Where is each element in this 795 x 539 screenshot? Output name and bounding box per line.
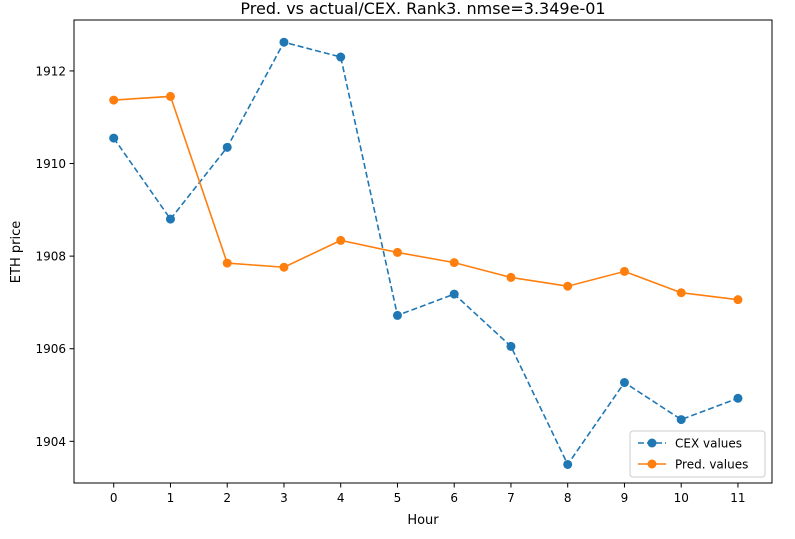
data-point-1-2 — [222, 258, 232, 268]
x-tick-label: 6 — [450, 491, 458, 505]
x-tick-label: 8 — [564, 491, 572, 505]
legend-label-0: CEX values — [675, 437, 742, 451]
x-tick-label: 10 — [674, 491, 689, 505]
x-tick-label: 9 — [621, 491, 629, 505]
data-point-0-1 — [165, 214, 175, 224]
plot-area-frame — [73, 19, 773, 484]
series-line-0 — [113, 41, 739, 467]
y-tick-label: 1908 — [35, 250, 66, 264]
y-axis-label: ETH price — [9, 221, 24, 283]
legend-marker-0 — [647, 438, 657, 448]
x-tick-label: 2 — [223, 491, 231, 505]
series-line-1 — [113, 95, 739, 301]
data-point-1-5 — [392, 247, 402, 257]
legend-label-1: Pred. values — [675, 458, 748, 472]
data-point-1-11 — [733, 295, 743, 305]
data-point-0-7 — [506, 341, 516, 351]
data-point-1-0 — [109, 95, 119, 105]
x-tick-label: 4 — [337, 491, 345, 505]
data-point-1-10 — [676, 288, 686, 298]
data-point-0-5 — [392, 310, 402, 320]
y-tick-label: 1906 — [35, 342, 66, 356]
data-point-1-8 — [563, 281, 573, 291]
x-tick-label: 3 — [280, 491, 288, 505]
data-point-0-3 — [279, 37, 289, 47]
data-point-0-6 — [449, 289, 459, 299]
x-tick-label: 5 — [394, 491, 402, 505]
x-tick-label: 0 — [110, 491, 118, 505]
legend-box — [629, 430, 766, 478]
data-point-1-4 — [336, 235, 346, 245]
x-tick-label: 11 — [730, 491, 745, 505]
data-point-0-11 — [733, 393, 743, 403]
data-point-0-4 — [336, 52, 346, 62]
data-point-1-7 — [506, 272, 516, 282]
data-point-0-9 — [619, 378, 629, 388]
y-tick-label: 1904 — [35, 435, 66, 449]
x-tick-label: 7 — [507, 491, 515, 505]
legend: CEX values Pred. values — [629, 430, 766, 478]
chart-title: Pred. vs actual/CEX. Rank3. nmse=3.349e-… — [240, 0, 605, 18]
data-point-0-0 — [109, 133, 119, 143]
x-axis: 0 1 2 3 4 5 6 7 8 9 10 11 — [110, 483, 746, 505]
data-point-1-6 — [449, 258, 459, 268]
data-point-0-10 — [676, 415, 686, 425]
series-layer — [109, 37, 743, 469]
x-tick-label: 1 — [167, 491, 175, 505]
data-point-1-1 — [165, 91, 175, 101]
legend-marker-1 — [647, 459, 657, 469]
y-tick-label: 1912 — [35, 64, 66, 78]
y-tick-label: 1910 — [35, 157, 66, 171]
data-point-0-2 — [222, 142, 232, 152]
data-point-1-9 — [619, 266, 629, 276]
data-point-1-3 — [279, 262, 289, 272]
x-axis-label: Hour — [407, 513, 439, 528]
y-axis: 1904 1906 1908 1910 1912 — [35, 64, 74, 449]
data-point-0-8 — [563, 459, 573, 469]
